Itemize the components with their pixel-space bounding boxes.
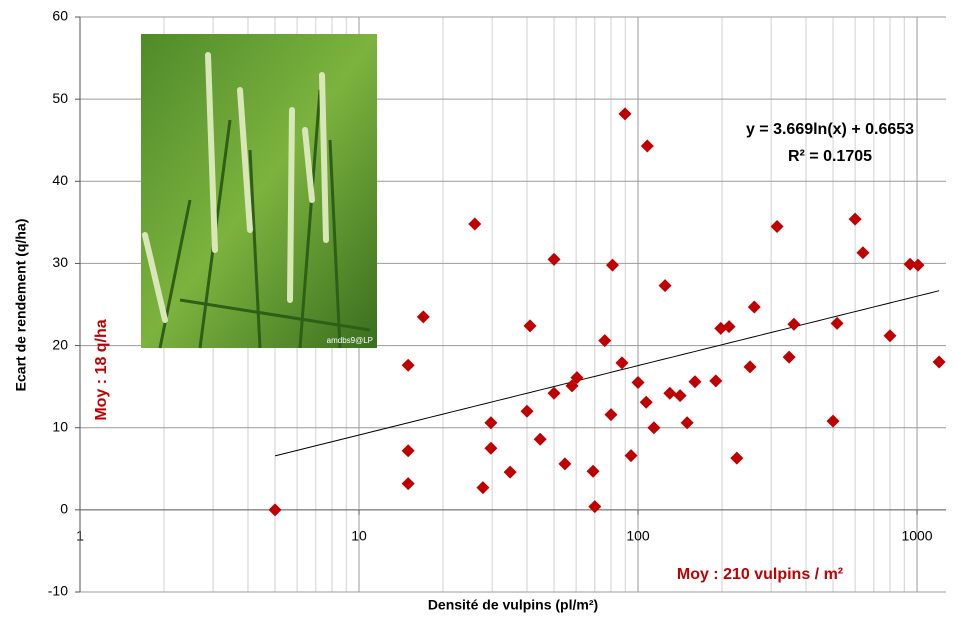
point [625,449,638,462]
y-tick-label: 0 [60,501,68,517]
point [468,218,481,231]
y-tick-label: 10 [52,418,68,434]
y-mean-annotation: Moy : 18 q/ha [93,319,110,420]
point [604,408,617,421]
point [912,259,925,272]
y-tick-label: 60 [52,8,68,24]
y-tick-label: 40 [52,172,68,188]
point [615,356,628,369]
point [484,442,497,455]
point [849,213,862,226]
x-tick-label: 10 [351,528,367,544]
point [674,389,687,402]
point [417,310,430,323]
point [827,415,840,428]
point [688,375,701,388]
point [587,465,600,478]
point [783,351,796,364]
chart: -1001020304050601101001000 amdbs9@LP y =… [0,0,956,619]
point [744,360,757,373]
point [723,320,736,333]
point [402,359,415,372]
point [641,139,654,152]
point [558,457,571,470]
trendline-equation: y = 3.669ln(x) + 0.6653 [746,121,914,138]
point [856,246,869,259]
point [883,329,896,342]
y-tick-label: 30 [52,254,68,270]
point [504,466,517,479]
x-axis-title: Densité de vulpins (pl/m²) [428,597,598,613]
point [618,107,631,120]
point [534,433,547,446]
photo: amdbs9@LP [141,34,377,348]
point [606,259,619,272]
point [402,477,415,490]
point [523,319,536,332]
point [402,444,415,457]
y-tick-label: -10 [48,583,68,599]
point [520,405,533,418]
point [730,452,743,465]
point [659,279,672,292]
point [647,421,660,434]
image-credit: amdbs9@LP [327,336,373,345]
point [771,220,784,233]
point [663,387,676,400]
point [640,396,653,409]
y-axis-title: Ecart de rendement (q/ha) [13,219,29,392]
point [548,387,561,400]
point [748,300,761,313]
x-tick-label: 1000 [901,528,932,544]
point [709,374,722,387]
point [588,500,601,513]
trendline-r-squared: R² = 0.1705 [788,148,872,165]
x-mean-annotation: Moy : 210 vulpins / m² [677,566,843,583]
y-tick-label: 50 [52,90,68,106]
x-tick-label: 100 [626,528,650,544]
point [632,376,645,389]
point [787,318,800,331]
point [269,503,282,516]
point [933,356,946,369]
point [476,481,489,494]
y-tick-label: 20 [52,336,68,352]
